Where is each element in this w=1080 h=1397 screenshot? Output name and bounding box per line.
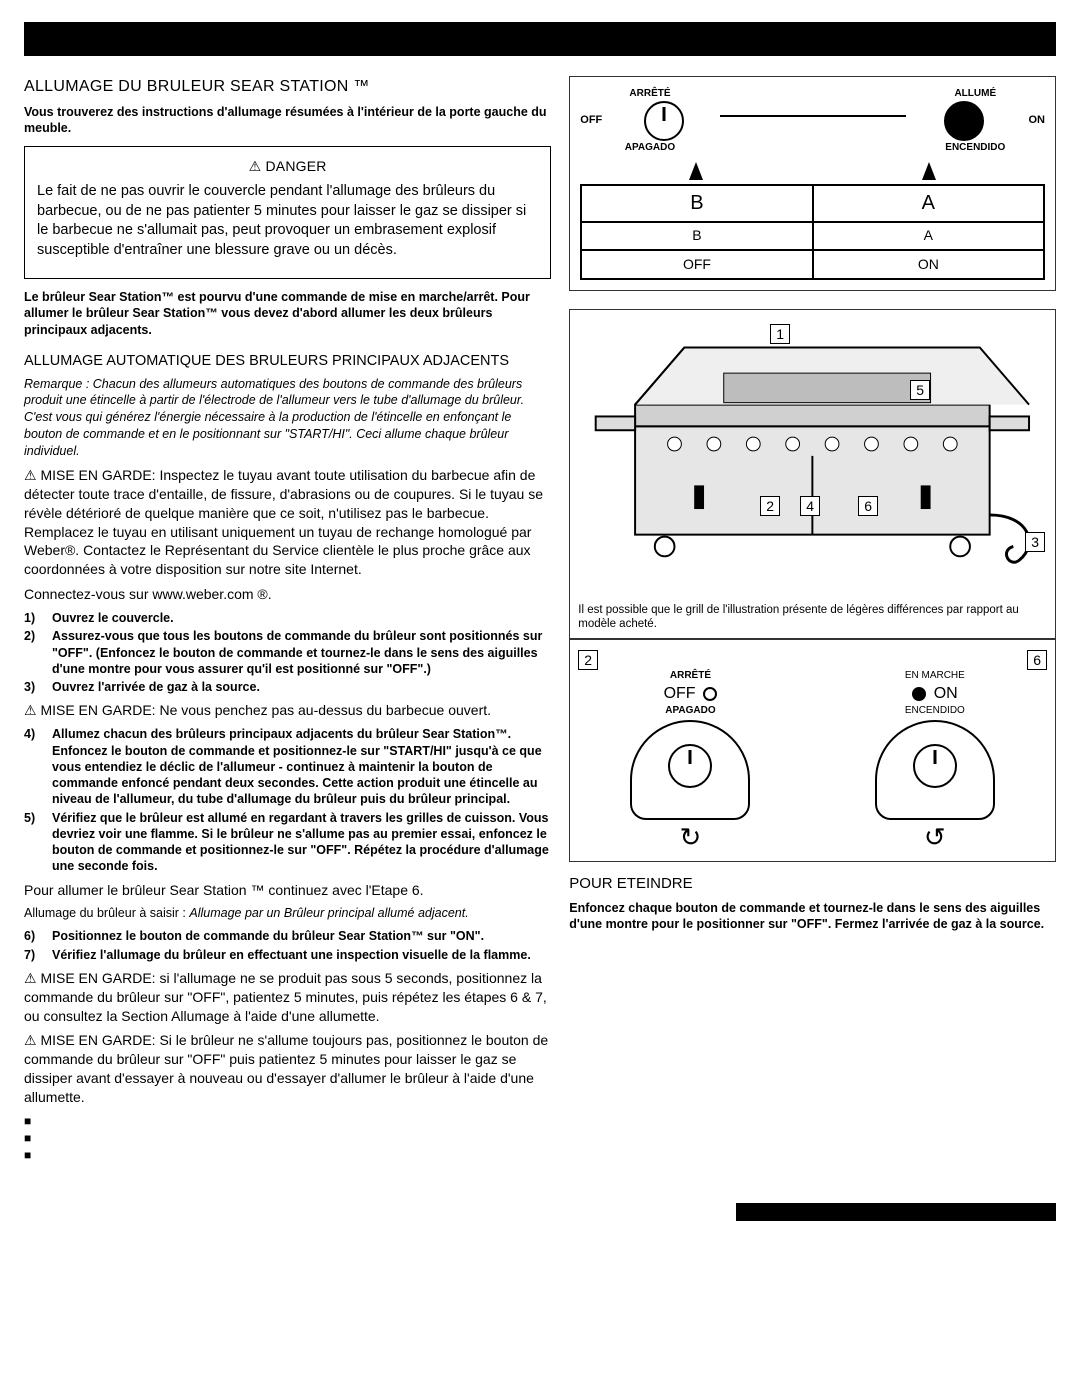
step-item: 5)Vérifiez que le brûleur est allumé en …	[24, 810, 551, 875]
label-encendido: ENCENDIDO	[823, 705, 1047, 716]
knob-cards: 2 ARRÊTÉ OFF APAGADO ↻ 6 EN MARCHE	[569, 639, 1056, 862]
warning-2: ⚠ MISE EN GARDE: Ne vous penchez pas au-…	[24, 701, 551, 720]
step-item: 7)Vérifiez l'allumage du brûleur en effe…	[24, 947, 551, 963]
knob-body-icon	[875, 720, 995, 820]
steps-c: 6)Positionnez le bouton de commande du b…	[24, 928, 551, 963]
knob-pair: 2 ARRÊTÉ OFF APAGADO ↻ 6 EN MARCHE	[578, 650, 1047, 855]
control-row: ARRÊTÉ OFF APAGADO ALLUMÉ ON	[580, 87, 1045, 154]
grill-note: Il est possible que le grill de l'illust…	[578, 603, 1047, 632]
sear-note: Le brûleur Sear Station™ est pourvu d'un…	[24, 289, 551, 338]
circle-icon	[703, 687, 717, 701]
bullet-icon: ■	[24, 1130, 551, 1147]
step-item: 3)Ouvrez l'arrivée de gaz à la source.	[24, 679, 551, 695]
grill-svg	[576, 316, 1049, 576]
control-diagram: ARRÊTÉ OFF APAGADO ALLUMÉ ON	[569, 76, 1056, 291]
bullet-icon: ■	[24, 1113, 551, 1130]
left-column: ALLUMAGE DU BRULEUR SEAR STATION ™ Vous …	[24, 76, 551, 1163]
label-allume: ALLUMÉ	[906, 87, 1045, 101]
callout-1: 1	[770, 324, 790, 344]
steps-a: 1)Ouvrez le couvercle. 2)Assurez-vous qu…	[24, 610, 551, 695]
callout-4: 4	[800, 496, 820, 516]
danger-box: ⚠ DANGER Le fait de ne pas ouvrir le cou…	[24, 146, 551, 279]
label-encendido: ENCENDIDO	[906, 141, 1045, 155]
danger-title: ⚠ DANGER	[37, 157, 538, 176]
steps-b: 4)Allumez chacun des brûleurs principaux…	[24, 726, 551, 874]
cell-B2: B	[582, 222, 813, 249]
letter-row-2: B A	[580, 222, 1045, 251]
arrow-up-icon	[922, 162, 936, 180]
cell-off: OFF	[582, 251, 813, 278]
callout-6: 6	[858, 496, 878, 516]
eteindre-title: POUR ETEINDRE	[569, 874, 1056, 894]
right-column: ARRÊTÉ OFF APAGADO ALLUMÉ ON	[569, 76, 1056, 1163]
header-blackbar	[24, 22, 1056, 56]
warning-4: ⚠ MISE EN GARDE: Si le brûleur ne s'allu…	[24, 1031, 551, 1107]
danger-body: Le fait de ne pas ouvrir le couvercle pe…	[37, 182, 538, 260]
cell-A2: A	[814, 222, 1043, 249]
knob-on-card: 6 EN MARCHE ON ENCENDIDO ↺	[823, 650, 1047, 855]
callout-2b: 2	[578, 650, 598, 670]
knob-body-icon	[630, 720, 750, 820]
knob-on-row: ON	[906, 101, 1045, 141]
connect-line: Connectez-vous sur www.weber.com ®.	[24, 585, 551, 604]
knob-off-card: 2 ARRÊTÉ OFF APAGADO ↻	[578, 650, 802, 855]
cell-on: ON	[814, 251, 1043, 278]
continue-step6: Pour allumer le brûleur Sear Station ™ c…	[24, 881, 551, 900]
callout-5: 5	[910, 380, 930, 400]
step-item: 2)Assurez-vous que tous les boutons de c…	[24, 628, 551, 677]
arrow-up-icon	[689, 162, 703, 180]
cell-A: A	[814, 186, 1043, 221]
label-apagado: APAGADO	[578, 705, 802, 716]
step-item: 6)Positionnez le bouton de commande du b…	[24, 928, 551, 944]
knob-on-icon	[944, 101, 984, 141]
end-bullets: ■ ■ ■	[24, 1113, 551, 1163]
label-enmarche: EN MARCHE	[823, 670, 1047, 681]
callout-3: 3	[1025, 532, 1045, 552]
label-arrete: ARRÊTÉ	[580, 87, 719, 101]
callout-2: 2	[760, 496, 780, 516]
page: ALLUMAGE DU BRULEUR SEAR STATION ™ Vous …	[0, 0, 1080, 1251]
callout-6b: 6	[1027, 650, 1047, 670]
off-row: OFF	[578, 683, 802, 705]
allumage-line: Allumage du brûleur à saisir : Allumage …	[24, 905, 551, 922]
bullet-icon: ■	[24, 1147, 551, 1164]
two-column-layout: ALLUMAGE DU BRULEUR SEAR STATION ™ Vous …	[24, 76, 1056, 1163]
rotate-arrow-icon: ↺	[823, 820, 1047, 855]
section-title: ALLUMAGE DU BRULEUR SEAR STATION ™	[24, 76, 551, 98]
knob-off-row: OFF	[580, 101, 719, 141]
grill-illustration: 1 5 2 4 6 3 Il est possible que le grill…	[569, 309, 1056, 639]
remarque: Remarque : Chacun des allumeurs automati…	[24, 376, 551, 460]
step-item: 4)Allumez chacun des brûleurs principaux…	[24, 726, 551, 807]
step-item: 1)Ouvrez le couvercle.	[24, 610, 551, 626]
on-row: ON	[823, 683, 1047, 705]
warning-3: ⚠ MISE EN GARDE: si l'allumage ne se pro…	[24, 969, 551, 1026]
label-apagado: APAGADO	[580, 141, 719, 155]
subsection-title: ALLUMAGE AUTOMATIQUE DES BRULEURS PRINCI…	[24, 352, 551, 372]
intro-text: Vous trouverez des instructions d'alluma…	[24, 104, 551, 137]
footer-blackbar	[736, 1203, 1056, 1221]
label-arrete: ARRÊTÉ	[578, 670, 802, 681]
knob-off-icon	[644, 101, 684, 141]
cell-B: B	[582, 186, 813, 221]
letter-row: B A	[580, 184, 1045, 223]
warning-1: ⚠ MISE EN GARDE: Inspectez le tuyau avan…	[24, 466, 551, 579]
eteindre-body: Enfoncez chaque bouton de commande et to…	[569, 900, 1056, 933]
offon-row: OFF ON	[580, 251, 1045, 280]
circle-filled-icon	[912, 687, 926, 701]
rotate-arrow-icon: ↻	[578, 820, 802, 855]
